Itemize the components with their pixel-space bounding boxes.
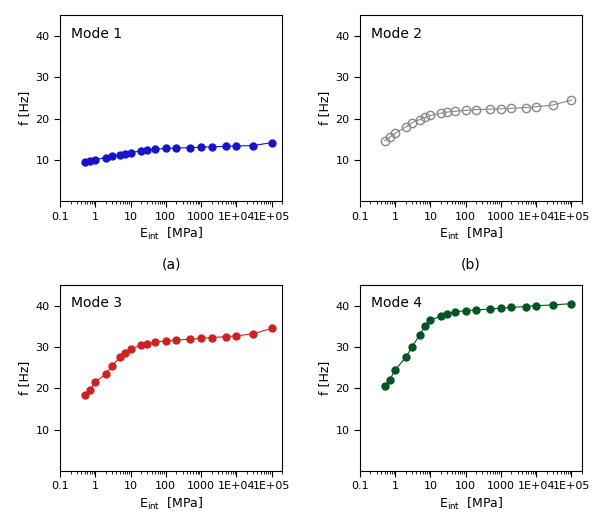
- Text: (b): (b): [461, 257, 481, 271]
- X-axis label: $\mathregular{E_{int}}$  [MPa]: $\mathregular{E_{int}}$ [MPa]: [439, 226, 503, 242]
- X-axis label: $\mathregular{E_{int}}$  [MPa]: $\mathregular{E_{int}}$ [MPa]: [139, 226, 203, 242]
- Text: Mode 3: Mode 3: [71, 296, 122, 310]
- Text: (a): (a): [161, 257, 181, 271]
- Y-axis label: f [Hz]: f [Hz]: [318, 361, 331, 395]
- Y-axis label: f [Hz]: f [Hz]: [18, 361, 31, 395]
- Y-axis label: f [Hz]: f [Hz]: [18, 91, 31, 125]
- Text: Mode 1: Mode 1: [71, 27, 122, 40]
- X-axis label: $\mathregular{E_{int}}$  [MPa]: $\mathregular{E_{int}}$ [MPa]: [139, 496, 203, 511]
- Y-axis label: f [Hz]: f [Hz]: [318, 91, 331, 125]
- Text: Mode 4: Mode 4: [371, 296, 422, 310]
- X-axis label: $\mathregular{E_{int}}$  [MPa]: $\mathregular{E_{int}}$ [MPa]: [439, 496, 503, 511]
- Text: Mode 2: Mode 2: [371, 27, 422, 40]
